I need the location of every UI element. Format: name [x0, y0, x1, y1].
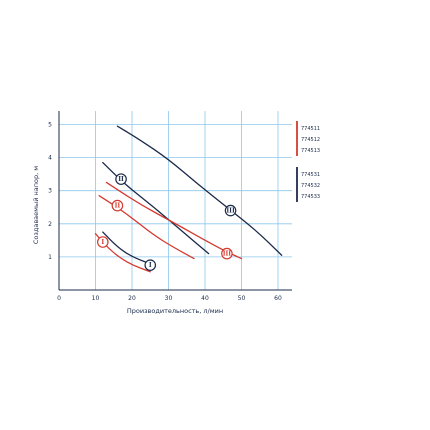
curve-red-ii — [98, 195, 195, 260]
legend-item: 774511 — [301, 126, 320, 132]
y-tick-label: 4 — [48, 155, 52, 162]
legend: 774511 774512 774513 774531 774532 774533 — [296, 121, 320, 202]
y-tick-label: 1 — [48, 254, 52, 261]
curve-navy-iii — [116, 125, 283, 256]
curve-marker-label: II — [118, 176, 124, 183]
series-lines — [94, 125, 283, 273]
curve-marker-circle — [115, 173, 127, 185]
legend-item: 774533 — [301, 194, 320, 200]
legend-item: 774531 — [301, 172, 320, 178]
curve-marker-circle — [97, 236, 109, 248]
curve-marker-label: III — [223, 251, 232, 258]
curve-marker-circle — [111, 199, 124, 212]
legend-item: 774512 — [301, 137, 320, 143]
tick-labels: 0 10 20 30 40 50 60 1 2 3 4 5 — [48, 122, 282, 303]
curve-marker-label: I — [149, 262, 152, 269]
y-tick-label: 2 — [48, 221, 52, 228]
axes — [58, 111, 292, 291]
grid-lines — [59, 111, 292, 290]
x-tick-label: 50 — [238, 295, 246, 302]
curve-marker-label: III — [226, 208, 235, 215]
x-axis-title: Производительность, л/мин — [127, 307, 223, 315]
curve-marker-label: I — [101, 239, 104, 246]
x-tick-label: 40 — [201, 295, 209, 302]
y-tick-label: 3 — [48, 188, 52, 195]
y-axis-title: Создаваемый напор, м — [32, 166, 40, 244]
y-tick-label: 5 — [48, 122, 52, 129]
x-tick-label: 10 — [92, 295, 100, 302]
x-tick-label: 20 — [128, 295, 136, 302]
curve-marker-circle — [224, 204, 237, 217]
curve-marker-circle — [221, 247, 233, 260]
legend-item: 774513 — [301, 148, 320, 154]
x-tick-label: 60 — [274, 295, 282, 302]
x-tick-label: 30 — [165, 295, 173, 302]
legend-item: 774532 — [301, 183, 320, 189]
curve-marker-label: II — [115, 203, 121, 210]
curve-marker-circle — [144, 259, 157, 271]
curve-navy-i — [102, 231, 155, 266]
x-tick-label: 0 — [57, 295, 61, 302]
